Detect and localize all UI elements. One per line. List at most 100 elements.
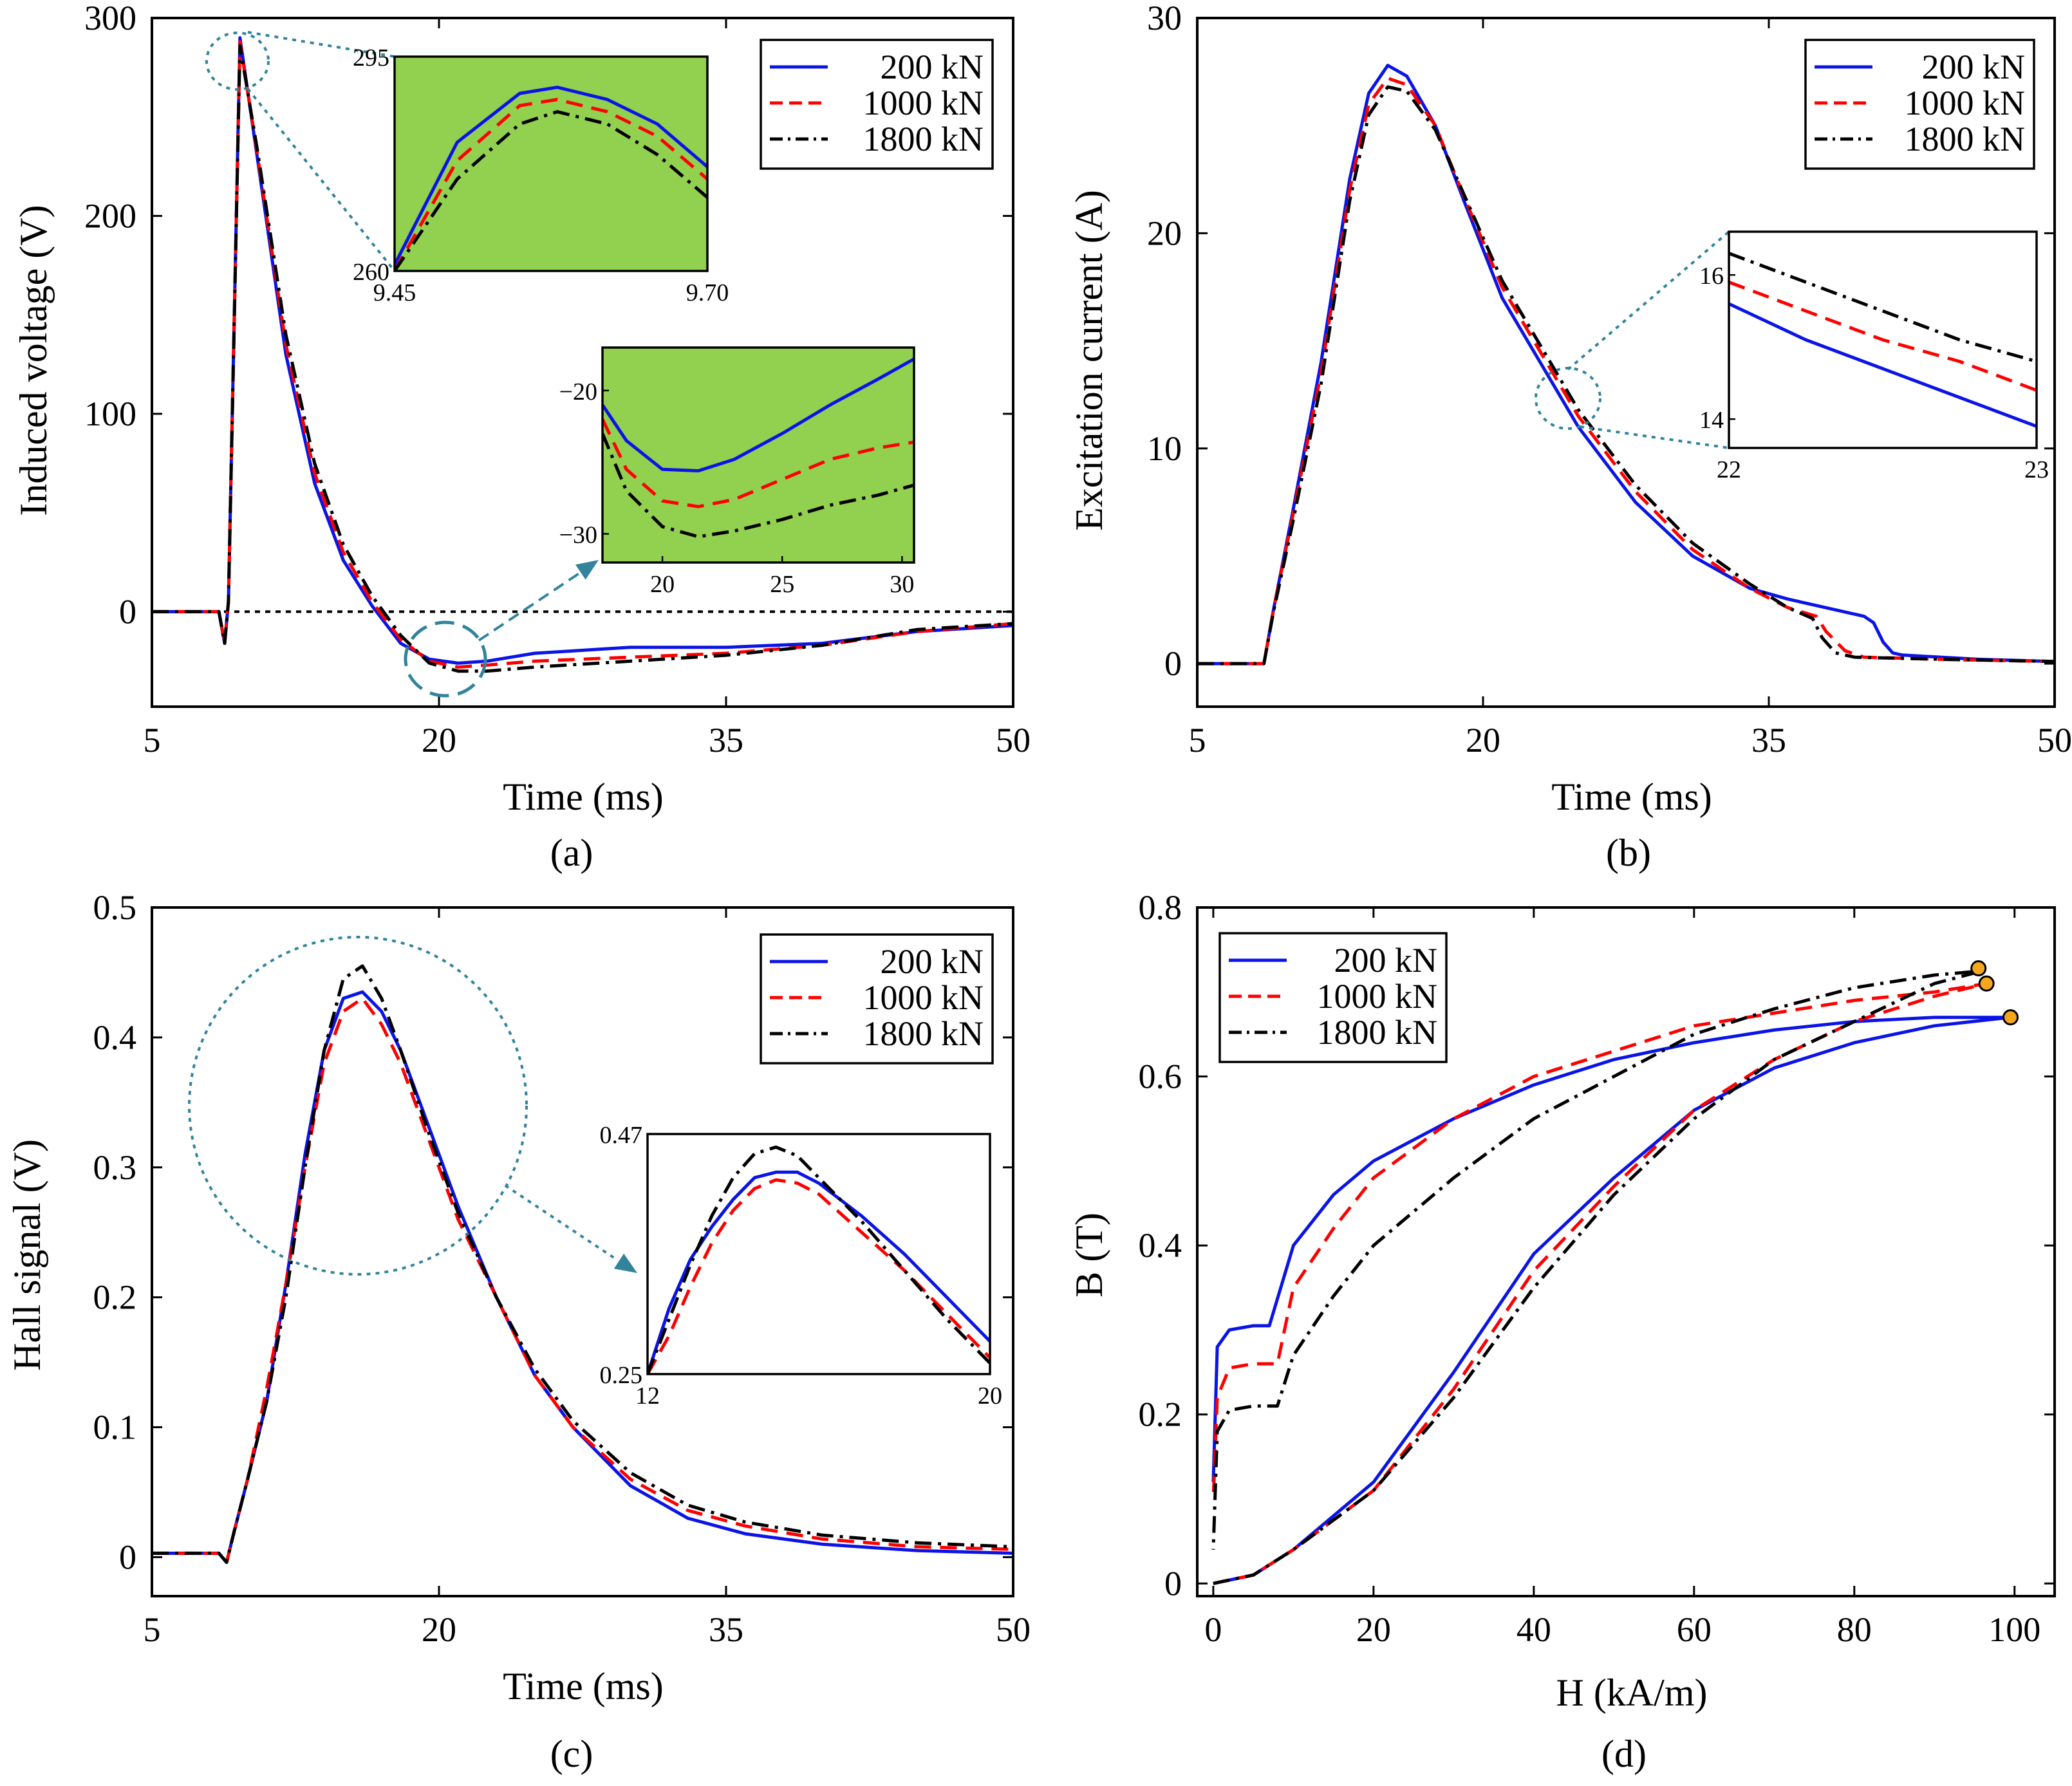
inset-c-frame [646,1133,991,1375]
ytick-label-b: 30 [1147,0,1182,37]
inset-c-ytick-label: 0.47 [600,1122,643,1149]
xtick-label-d: 60 [1677,1610,1712,1649]
plot-frame-d [1196,906,2056,1597]
series-a-line-1800kn [152,44,1013,673]
ytick-label-b: 20 [1147,214,1182,252]
zoom-arrowhead-a [575,560,599,580]
zoom-callout-line-a1 [247,31,395,58]
inset-c-ytick-label: 0.25 [600,1362,643,1389]
xtick-label-c: 50 [996,1610,1031,1649]
series-c-line-1800kn [152,964,1013,1564]
inset-c-xtick-label: 20 [978,1382,1002,1409]
inset-c-line-200kn [648,1170,990,1374]
inset-b-frame [1728,230,2038,449]
inset-c-background [648,1134,990,1374]
xtick-label-d: 80 [1837,1610,1872,1649]
inset-b-line-200kn [1729,302,2037,428]
plot-frame-b [1196,17,2056,708]
inset-a-trough-xtick-label: 30 [890,571,914,598]
inset-a-peak-line-1800kn [395,110,707,271]
inset-c-line-1800kn [648,1145,990,1374]
xtick-label-c: 35 [709,1610,743,1649]
zoom-callout-line-b2 [1580,425,1730,449]
series-b-line-1000kn [1197,77,2055,665]
inset-c-xtick-label: 12 [635,1382,660,1409]
inset-a-trough-xtick-label: 25 [770,571,794,598]
xtick-label-b: 20 [1466,721,1500,759]
end-point-marker-d [2002,1009,2019,1026]
inset-a-trough-background [602,348,914,563]
xtick-label-a: 50 [996,721,1031,759]
legend-label-d: 1000 kN [1317,977,1438,1016]
ylabel-b: Excitation current (A) [1068,190,1110,531]
zoom-callout-arrow-a [478,565,591,642]
ytick-label-d: 0.4 [1139,1226,1182,1265]
xlabel-d: H (kA/m) [1556,1671,1708,1714]
inset-b-ytick-label: 16 [1699,263,1724,290]
ytick-label-c: 0.1 [93,1408,137,1447]
inset-a-trough-ytick-label: −20 [559,378,597,405]
ytick-label-d: 0.2 [1139,1395,1182,1434]
inset-a-peak-frame [393,55,709,272]
legend-label-c: 1000 kN [863,978,984,1017]
xlabel-b: Time (ms) [1551,776,1712,818]
plot-frame-c [151,906,1014,1597]
xtick-label-d: 20 [1356,1610,1391,1649]
ylabel-a: Induced voltage (V) [12,205,55,516]
plot-frame-a [151,17,1014,708]
xlabel-c: Time (ms) [503,1665,664,1707]
caption-b: (b) [1606,832,1651,874]
ytick-label-b: 10 [1147,429,1182,468]
inset-a-trough-frame [601,346,915,564]
inset-a-trough-line-1800kn [602,433,914,539]
xtick-label-d: 0 [1204,1610,1222,1649]
xtick-label-a: 5 [144,721,161,759]
legend-label-a: 200 kN [881,48,984,86]
captions: (a) (b) (c) (d) [550,832,1651,1775]
inset-b-line-1000kn [1729,281,2037,392]
legend-label-a: 1800 kN [863,120,984,158]
ytick-label-b: 0 [1164,644,1182,683]
ytick-label-d: 0.8 [1139,888,1182,927]
inset-a-peak-ytick-label: 260 [353,259,389,286]
ytick-label-c: 0.2 [93,1278,137,1317]
inset-a-trough-xtick-label: 20 [650,571,675,598]
ytick-label-d: 0 [1164,1564,1182,1603]
inset-b-xtick-label: 23 [2024,456,2049,483]
xtick-label-b: 5 [1189,721,1206,759]
legend-label-d: 1800 kN [1317,1013,1438,1052]
zoom-callout-arrow-c [504,1184,616,1260]
xtick-label-c: 20 [422,1610,456,1649]
inset-a-trough-line-1000kn [602,418,914,508]
zoom-ellipse-a-peak [205,32,270,91]
inset-a-peak-line-1000kn [395,98,707,271]
inset-b-ytick-label: 14 [1699,407,1724,434]
inset-a-peak-xtick-label: 9.45 [373,279,416,306]
ytick-label-a: 100 [84,395,136,433]
zoom-arrowhead-c [613,1253,637,1273]
legend-label-c: 1800 kN [863,1014,984,1053]
caption-a: (a) [550,832,593,874]
caption-d: (d) [1601,1733,1647,1775]
xlabel-a: Time (ms) [503,776,664,818]
ytick-label-c: 0.5 [93,888,137,927]
series-d-line-1000kn [1211,981,1988,1585]
inset-a-trough-line-200kn [602,357,914,472]
xtick-label-a: 20 [422,721,456,759]
legend-label-b: 1000 kN [1905,84,2026,122]
axis-labels: Time (ms) Induced voltage (V) Time (ms) … [6,190,1712,1714]
zoom-circle-c [188,936,528,1276]
legend-label-b: 1800 kN [1905,120,2026,158]
inset-a-peak-ytick-label: 295 [353,44,389,71]
inset-a-peak-line-200kn [395,86,707,266]
ylabel-c: Hall signal (V) [6,1139,48,1371]
xtick-label-d: 40 [1517,1610,1551,1649]
ytick-label-c: 0.3 [93,1148,137,1187]
ytick-label-a: 300 [84,0,136,37]
inset-b-line-1800kn [1729,252,2037,364]
legend-label-b: 200 kN [1922,48,2026,86]
